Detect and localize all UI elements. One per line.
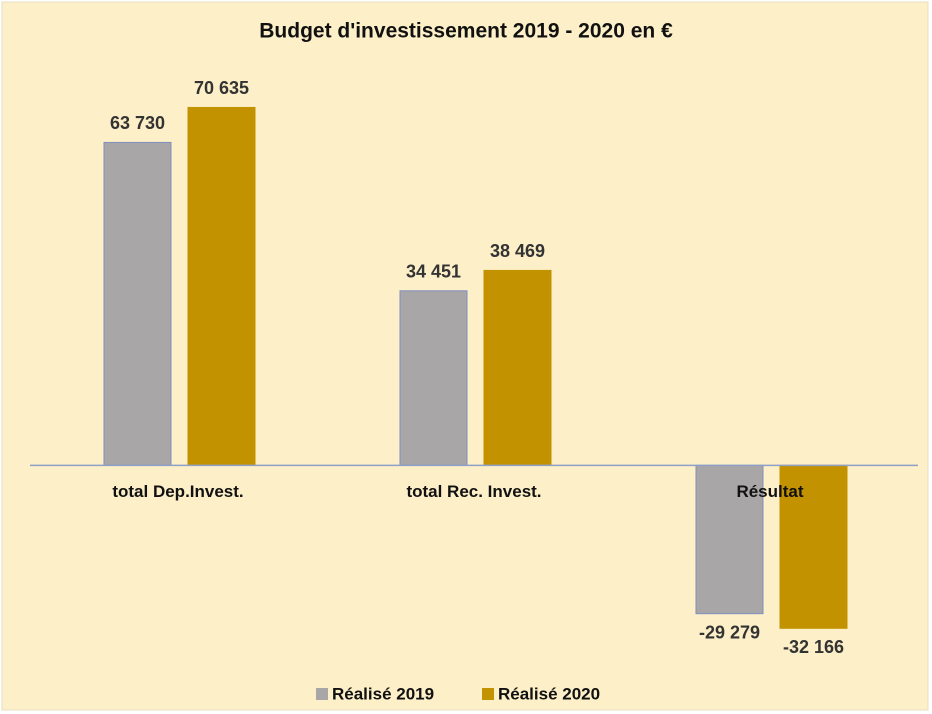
data-label: 34 451 bbox=[406, 262, 461, 282]
legend-swatch bbox=[482, 688, 494, 700]
legend-label: Réalisé 2020 bbox=[498, 684, 600, 703]
bar bbox=[399, 290, 468, 466]
bar bbox=[103, 141, 172, 466]
bar bbox=[483, 269, 552, 466]
chart-title: Budget d'investissement 2019 - 2020 en € bbox=[259, 20, 673, 43]
data-label: 70 635 bbox=[194, 78, 249, 98]
x-tick-label: Résultat bbox=[736, 482, 803, 501]
x-tick-label: total Rec. Invest. bbox=[406, 482, 541, 501]
legend-label: Réalisé 2019 bbox=[332, 684, 434, 703]
data-label: -32 166 bbox=[783, 637, 844, 657]
data-label: 63 730 bbox=[110, 113, 165, 133]
bar bbox=[695, 464, 764, 615]
x-tick-label: total Dep.Invest. bbox=[112, 482, 243, 501]
legend-swatch bbox=[316, 688, 328, 700]
data-label: -29 279 bbox=[699, 622, 760, 642]
bar bbox=[187, 106, 256, 466]
data-label: 38 469 bbox=[490, 241, 545, 261]
